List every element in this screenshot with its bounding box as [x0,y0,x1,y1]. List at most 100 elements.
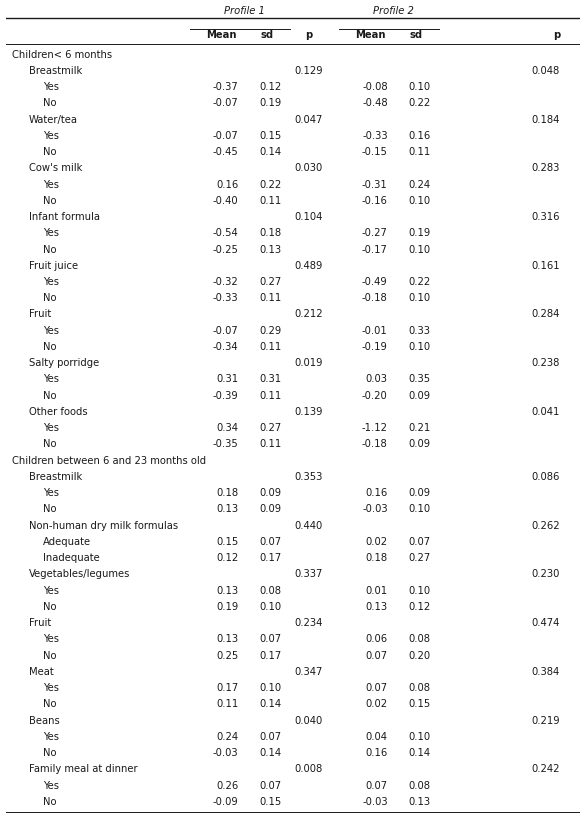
Text: 0.27: 0.27 [408,553,431,563]
Text: Fruit juice: Fruit juice [29,260,78,270]
Text: 0.184: 0.184 [532,115,560,125]
Text: 0.14: 0.14 [408,748,431,758]
Text: 0.06: 0.06 [366,634,388,644]
Text: 0.11: 0.11 [408,147,431,157]
Text: Yes: Yes [43,780,59,790]
Text: 0.33: 0.33 [409,326,431,336]
Text: -0.03: -0.03 [213,748,239,758]
Text: 0.10: 0.10 [408,293,431,303]
Text: -0.27: -0.27 [362,228,388,238]
Text: 0.17: 0.17 [259,553,281,563]
Text: 0.16: 0.16 [216,180,239,190]
Text: 0.10: 0.10 [260,683,281,693]
Text: Yes: Yes [43,374,59,384]
Text: 0.10: 0.10 [260,602,281,612]
Text: 0.13: 0.13 [366,602,388,612]
Text: 0.11: 0.11 [259,391,281,401]
Text: 0.489: 0.489 [295,260,323,270]
Text: 0.12: 0.12 [259,82,281,92]
Text: Breastmilk: Breastmilk [29,472,82,482]
Text: No: No [43,504,57,514]
Text: Mean: Mean [206,30,237,40]
Text: 0.26: 0.26 [216,780,239,790]
Text: p: p [554,30,561,40]
Text: 0.34: 0.34 [216,423,239,433]
Text: 0.31: 0.31 [216,374,239,384]
Text: 0.09: 0.09 [408,391,431,401]
Text: 0.212: 0.212 [294,310,323,319]
Text: 0.15: 0.15 [408,700,431,710]
Text: -0.18: -0.18 [362,439,388,449]
Text: 0.10: 0.10 [408,504,431,514]
Text: 0.18: 0.18 [366,553,388,563]
Text: 0.047: 0.047 [295,115,323,125]
Text: 0.02: 0.02 [366,537,388,547]
Text: No: No [43,147,57,157]
Text: 0.316: 0.316 [532,212,560,222]
Text: 0.19: 0.19 [408,228,431,238]
Text: 0.16: 0.16 [366,488,388,498]
Text: 0.139: 0.139 [294,407,323,417]
Text: Yes: Yes [43,82,59,92]
Text: 0.230: 0.230 [532,569,560,579]
Text: 0.384: 0.384 [532,666,560,676]
Text: 0.09: 0.09 [408,488,431,498]
Text: 0.10: 0.10 [408,732,431,742]
Text: 0.29: 0.29 [259,326,281,336]
Text: 0.008: 0.008 [295,765,323,775]
Text: Profile 2: Profile 2 [373,6,414,16]
Text: 0.13: 0.13 [216,586,239,596]
Text: 0.030: 0.030 [295,163,323,173]
Text: Yes: Yes [43,634,59,644]
Text: Yes: Yes [43,228,59,238]
Text: -0.03: -0.03 [362,504,388,514]
Text: Beans: Beans [29,716,60,726]
Text: -0.01: -0.01 [362,326,388,336]
Text: 0.019: 0.019 [294,359,323,369]
Text: 0.440: 0.440 [295,521,323,531]
Text: 0.10: 0.10 [408,82,431,92]
Text: -0.03: -0.03 [362,797,388,807]
Text: 0.10: 0.10 [408,196,431,206]
Text: 0.13: 0.13 [260,245,281,255]
Text: 0.09: 0.09 [260,504,281,514]
Text: 0.22: 0.22 [408,277,431,287]
Text: 0.11: 0.11 [216,700,239,710]
Text: 0.18: 0.18 [216,488,239,498]
Text: Non-human dry milk formulas: Non-human dry milk formulas [29,521,178,531]
Text: 0.10: 0.10 [408,342,431,352]
Text: No: No [43,342,57,352]
Text: 0.14: 0.14 [260,748,281,758]
Text: No: No [43,700,57,710]
Text: Yes: Yes [43,277,59,287]
Text: Breastmilk: Breastmilk [29,66,82,76]
Text: p: p [305,30,312,40]
Text: -0.35: -0.35 [213,439,239,449]
Text: Yes: Yes [43,326,59,336]
Text: 0.07: 0.07 [260,537,281,547]
Text: 0.238: 0.238 [532,359,560,369]
Text: 0.048: 0.048 [532,66,560,76]
Text: 0.242: 0.242 [532,765,560,775]
Text: 0.22: 0.22 [259,180,281,190]
Text: 0.14: 0.14 [260,147,281,157]
Text: 0.337: 0.337 [295,569,323,579]
Text: 0.27: 0.27 [259,423,281,433]
Text: 0.086: 0.086 [532,472,560,482]
Text: Inadequate: Inadequate [43,553,100,563]
Text: 0.283: 0.283 [532,163,560,173]
Text: No: No [43,797,57,807]
Text: 0.08: 0.08 [409,683,431,693]
Text: 0.11: 0.11 [259,439,281,449]
Text: 0.13: 0.13 [216,634,239,644]
Text: Fruit: Fruit [29,310,51,319]
Text: 0.12: 0.12 [408,602,431,612]
Text: 0.15: 0.15 [259,131,281,141]
Text: Infant formula: Infant formula [29,212,100,222]
Text: 0.12: 0.12 [216,553,239,563]
Text: Yes: Yes [43,586,59,596]
Text: 0.16: 0.16 [408,131,431,141]
Text: 0.284: 0.284 [532,310,560,319]
Text: No: No [43,651,57,661]
Text: 0.02: 0.02 [366,700,388,710]
